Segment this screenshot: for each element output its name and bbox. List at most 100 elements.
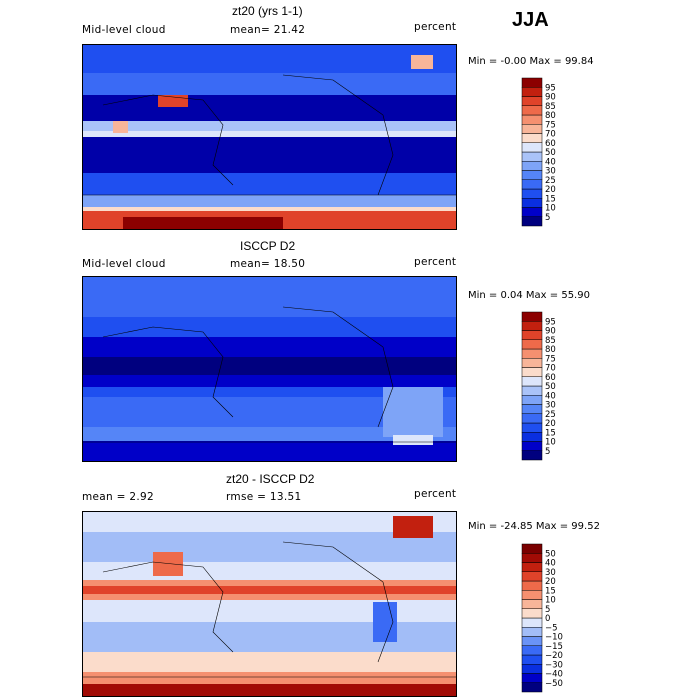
colorbar-tick-label: 95	[545, 317, 556, 327]
panel-3-title: zt20 - ISCCP D2	[226, 472, 315, 486]
colorbar-tick-label: 80	[545, 111, 556, 121]
colorbar-tick-label: 20	[545, 577, 556, 587]
colorbar-swatch	[521, 664, 543, 674]
difference-patch	[373, 602, 397, 642]
colorbar-swatch	[521, 311, 543, 322]
colorbar-tick-label: 5	[545, 447, 550, 457]
colorbar-swatch	[521, 404, 543, 414]
colorbar-swatch	[521, 179, 543, 190]
season-label: JJA	[512, 9, 549, 31]
difference-patch	[393, 516, 433, 538]
colorbar-tick-label: 20	[545, 419, 556, 429]
difference-band	[83, 622, 456, 652]
colorbar-swatch	[521, 645, 543, 656]
colorbar-tick-label: 60	[545, 373, 556, 383]
colorbar-swatch	[521, 188, 543, 199]
colorbar-tick-label: 25	[545, 410, 556, 420]
coastline-outline	[83, 74, 456, 196]
colorbar-swatch	[521, 543, 543, 554]
panel-1-variable-label: Mid-level cloud	[82, 24, 166, 36]
cloud-patch	[411, 55, 433, 69]
panel-2-variable-label: Mid-level cloud	[82, 258, 166, 270]
colorbar-tick-label: 30	[545, 568, 556, 578]
colorbar-swatch	[521, 114, 543, 125]
colorbar-swatch	[521, 207, 543, 217]
colorbar-swatch	[521, 553, 543, 563]
colorbar-tick-label: 40	[545, 157, 556, 167]
colorbar-swatch	[521, 599, 543, 609]
colorbar-tick-label: 15	[545, 586, 556, 596]
colorbar-swatch	[521, 339, 543, 350]
colorbar-swatch	[521, 432, 543, 442]
colorbar-swatch	[521, 216, 543, 227]
colorbar-swatch	[521, 198, 543, 208]
colorbar-tick-label: 25	[545, 176, 556, 186]
cloud-band	[83, 427, 456, 441]
colorbar-swatch	[521, 441, 543, 451]
panel-3-minmax: Min = -24.85 Max = 99.52	[468, 521, 600, 532]
panel-3-units-label: percent	[414, 488, 457, 500]
colorbar-swatch	[521, 654, 543, 665]
colorbar-tick-label: 10	[545, 438, 556, 448]
difference-band	[83, 684, 456, 696]
colorbar-tick-label: 60	[545, 139, 556, 149]
colorbar-tick-label: −50	[545, 679, 563, 689]
colorbar-swatch	[521, 617, 543, 628]
colorbar-swatch	[521, 348, 543, 359]
colorbar-tick-label: 30	[545, 401, 556, 411]
colorbar-swatch	[521, 151, 543, 162]
colorbar-swatch	[521, 422, 543, 433]
colorbar-swatch	[521, 105, 543, 116]
colorbar-swatch	[521, 571, 543, 582]
colorbar-tick-label: 50	[545, 148, 556, 158]
difference-band	[83, 586, 456, 594]
colorbar-tick-label: 90	[545, 93, 556, 103]
colorbar-tick-label: 15	[545, 428, 556, 438]
colorbar-swatch	[521, 395, 543, 405]
cloud-band	[83, 195, 456, 207]
colorbar-swatch	[521, 161, 543, 171]
colorbar-swatch	[521, 673, 543, 683]
colorbar-tick-label: −20	[545, 651, 563, 661]
colorbar-tick-label: 90	[545, 327, 556, 337]
cloud-band	[83, 441, 456, 461]
panel-3-mean-label: mean = 2.92	[82, 491, 154, 503]
colorbar-swatch	[521, 682, 543, 693]
panel-1-units-label: percent	[414, 21, 457, 33]
colorbar-tick-label: 5	[545, 213, 550, 223]
colorbar-tick-label: 95	[545, 83, 556, 93]
colorbar-tick-label: 40	[545, 391, 556, 401]
colorbar-swatch	[521, 124, 543, 134]
colorbar-swatch	[521, 133, 543, 143]
colorbar-tick-label: 75	[545, 354, 556, 364]
difference-patch	[153, 552, 183, 576]
colorbar-swatch	[521, 96, 543, 106]
colorbar-swatch	[521, 170, 543, 180]
colorbar-swatch	[521, 77, 543, 88]
cloud-band	[123, 217, 283, 229]
panel-1-minmax: Min = -0.00 Max = 99.84	[468, 56, 594, 67]
colorbar-tick-label: 85	[545, 102, 556, 112]
colorbar-tick-label: 10	[545, 596, 556, 606]
colorbar-tick-label: 40	[545, 559, 556, 569]
coastline-outline	[83, 306, 456, 443]
cloud-band	[83, 45, 456, 73]
colorbar-swatch	[521, 376, 543, 387]
colorbar-swatch	[521, 608, 543, 619]
colorbar-tick-label: 30	[545, 167, 556, 177]
cloud-band	[83, 131, 456, 137]
colorbar-tick-label: −10	[545, 633, 563, 643]
colorbar-swatch	[521, 321, 543, 331]
colorbar-swatch	[521, 385, 543, 396]
colorbar-swatch	[521, 330, 543, 340]
colorbar-swatch	[521, 590, 543, 600]
cloud-band	[83, 357, 456, 375]
colorbar-tick-label: 80	[545, 345, 556, 355]
colorbar-tick-label: 15	[545, 194, 556, 204]
colorbar-tick-label: 50	[545, 382, 556, 392]
panel-2-mean-label: mean= 18.50	[230, 258, 306, 270]
colorbar-tick-label: 75	[545, 120, 556, 130]
